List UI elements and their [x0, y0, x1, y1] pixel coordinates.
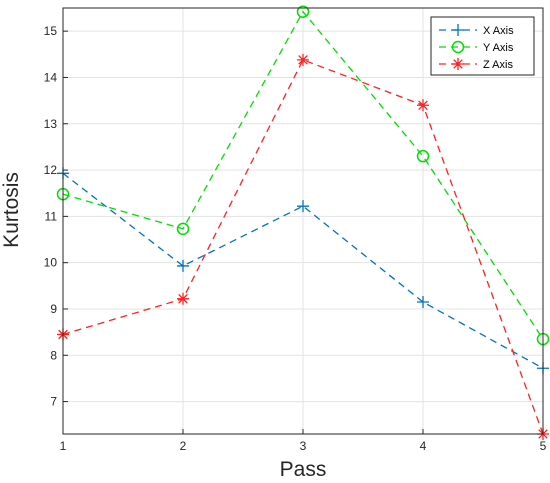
- x-tick-label: 5: [540, 439, 547, 453]
- y-tick-label: 11: [45, 209, 58, 223]
- legend-box: [430, 16, 535, 76]
- series-line-y-axis: [62, 10, 544, 340]
- data-point-x-axis: [417, 296, 429, 309]
- series-line-z-axis: [62, 59, 544, 435]
- x-tick-label: 2: [180, 439, 187, 453]
- series-line-x-axis: [62, 172, 544, 369]
- legend-marker-y-axis: [451, 40, 465, 54]
- y-tick-label: 15: [44, 24, 58, 38]
- y-tick-label: 7: [50, 395, 57, 409]
- plot-frame: [62, 7, 544, 435]
- data-point-z-axis: [177, 292, 189, 305]
- legend-label-x-axis: X Axis: [483, 25, 514, 37]
- y-tick-label: 8: [50, 348, 57, 362]
- x-axis-label: Pass: [280, 458, 327, 481]
- data-point-y-axis: [416, 149, 430, 163]
- x-tick-label: 1: [60, 439, 67, 453]
- y-tick-label: 14: [44, 70, 58, 84]
- data-point-y-axis: [296, 5, 310, 18]
- legend-label-y-axis: Y Axis: [483, 42, 514, 54]
- data-point-z-axis: [417, 99, 429, 112]
- y-tick-label: 13: [44, 117, 58, 131]
- data-point-z-axis: [297, 53, 309, 66]
- y-tick-labels: 7 8 9 10 11 12 13 14 15: [44, 24, 58, 408]
- y-tick-label: 9: [50, 302, 57, 316]
- x-tick-label: 3: [300, 439, 307, 453]
- legend-marker-x-axis: [452, 24, 464, 36]
- y-tick-label: 12: [44, 163, 58, 177]
- legend-marker-z-axis: [452, 58, 464, 70]
- legend-label-z-axis: Z Axis: [483, 59, 513, 71]
- x-tick-labels: 1 2 3 4 5: [60, 439, 547, 453]
- data-point-y-axis: [176, 222, 190, 236]
- data-point-x-axis: [177, 259, 189, 272]
- data-point-x-axis: [297, 200, 309, 213]
- series-lines: [62, 10, 544, 435]
- legend: X Axis Y Axis Z Axis: [430, 16, 535, 76]
- x-tick-label: 4: [420, 439, 427, 453]
- y-tick-label: 10: [44, 256, 58, 270]
- y-axis-label: Kurtosis: [0, 172, 23, 248]
